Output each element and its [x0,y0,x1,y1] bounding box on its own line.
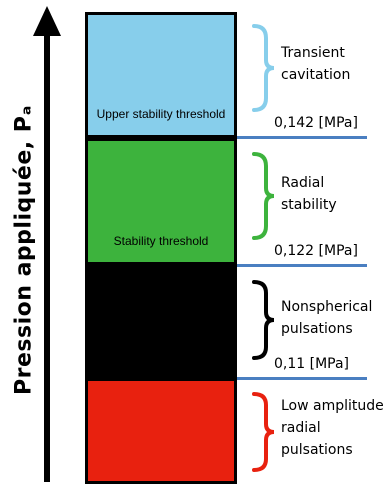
stability-threshold-label: Stability threshold [113,234,209,248]
axis-label: Pression appliquée, Pₐ [11,105,37,395]
block-radial-stability: Stability threshold [85,138,237,265]
block-transient-cavitation: Upper stability threshold [85,12,237,138]
region-text: pulsations [281,321,353,337]
block-low-amplitude-pulsations [85,378,237,484]
region-text: Transient [281,45,345,61]
region-desc-nonspherical: Nonspherical pulsations [281,296,372,340]
threshold-line-1 [237,136,367,139]
pressure-axis [44,32,50,482]
brace-radial [248,150,278,242]
brace-nonspherical [248,278,278,362]
threshold-value-1: 0,142 [MPa] [274,115,358,131]
region-text: Low amplitude [281,398,384,414]
region-text: Nonspherical [281,299,373,315]
threshold-value-3: 0,11 [MPa] [274,356,350,372]
region-text: radial [281,420,321,436]
threshold-value-2: 0,122 [MPa] [274,243,358,259]
region-desc-radial: Radial stability [281,172,337,216]
region-text: cavitation [281,67,351,83]
region-desc-low-amplitude: Low amplitude radial pulsations [281,395,384,461]
threshold-line-2 [237,264,367,267]
region-desc-transient: Transient cavitation [281,42,350,86]
upper-stability-threshold-label: Upper stability threshold [96,107,226,121]
threshold-line-3 [237,377,367,380]
axis-arrowhead [33,6,61,36]
region-text: Radial [281,175,325,191]
region-text: pulsations [281,442,353,458]
brace-low-amplitude [248,390,278,474]
region-text: stability [281,197,337,213]
block-nonspherical-pulsations [85,265,237,378]
brace-transient [248,22,278,114]
